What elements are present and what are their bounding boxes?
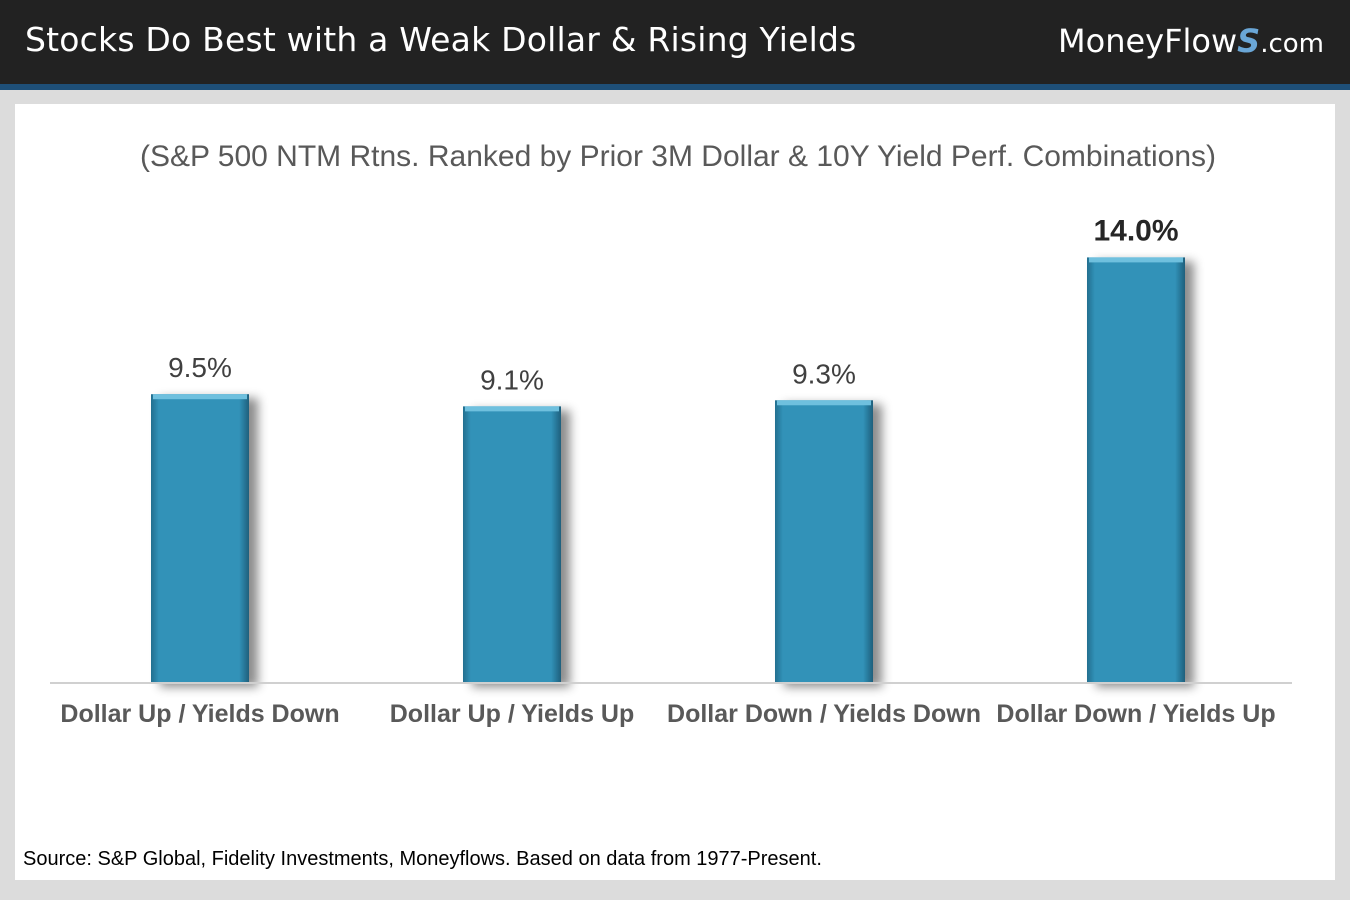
bar-1[interactable] — [151, 394, 249, 683]
bar-top-highlight-2 — [465, 406, 559, 412]
value-label-4: 14.0% — [1093, 214, 1178, 247]
source-note: Source: S&P Global, Fidelity Investments… — [23, 848, 822, 870]
brand-tld: .com — [1260, 29, 1324, 59]
value-label-3: 9.3% — [792, 358, 856, 389]
bar-top-highlight-3 — [777, 400, 871, 406]
bar-3[interactable] — [775, 400, 873, 683]
category-label-3: Dollar Down / Yields Down — [667, 700, 981, 728]
brand-logo[interactable]: MoneyFlowS.com — [1058, 22, 1324, 60]
brand-name: MoneyFlow — [1058, 22, 1238, 60]
value-label-2: 9.1% — [480, 364, 544, 395]
bar-top-highlight-4 — [1089, 257, 1183, 263]
category-label-4: Dollar Down / Yields Up — [996, 700, 1276, 728]
value-label-1: 9.5% — [168, 352, 232, 383]
category-label-2: Dollar Up / Yields Up — [389, 700, 635, 728]
page-title: Stocks Do Best with a Weak Dollar & Risi… — [25, 20, 857, 59]
brand-s: S — [1237, 22, 1261, 60]
category-label-1: Dollar Up / Yields Down — [60, 700, 340, 728]
bar-4[interactable] — [1087, 257, 1185, 683]
chart-subtitle: (S&P 500 NTM Rtns. Ranked by Prior 3M Do… — [139, 140, 1216, 173]
bar-top-highlight-1 — [153, 394, 247, 400]
header-stripe — [0, 84, 1350, 90]
bar-2[interactable] — [463, 406, 561, 683]
header-bar: Stocks Do Best with a Weak Dollar & Risi… — [0, 0, 1350, 84]
